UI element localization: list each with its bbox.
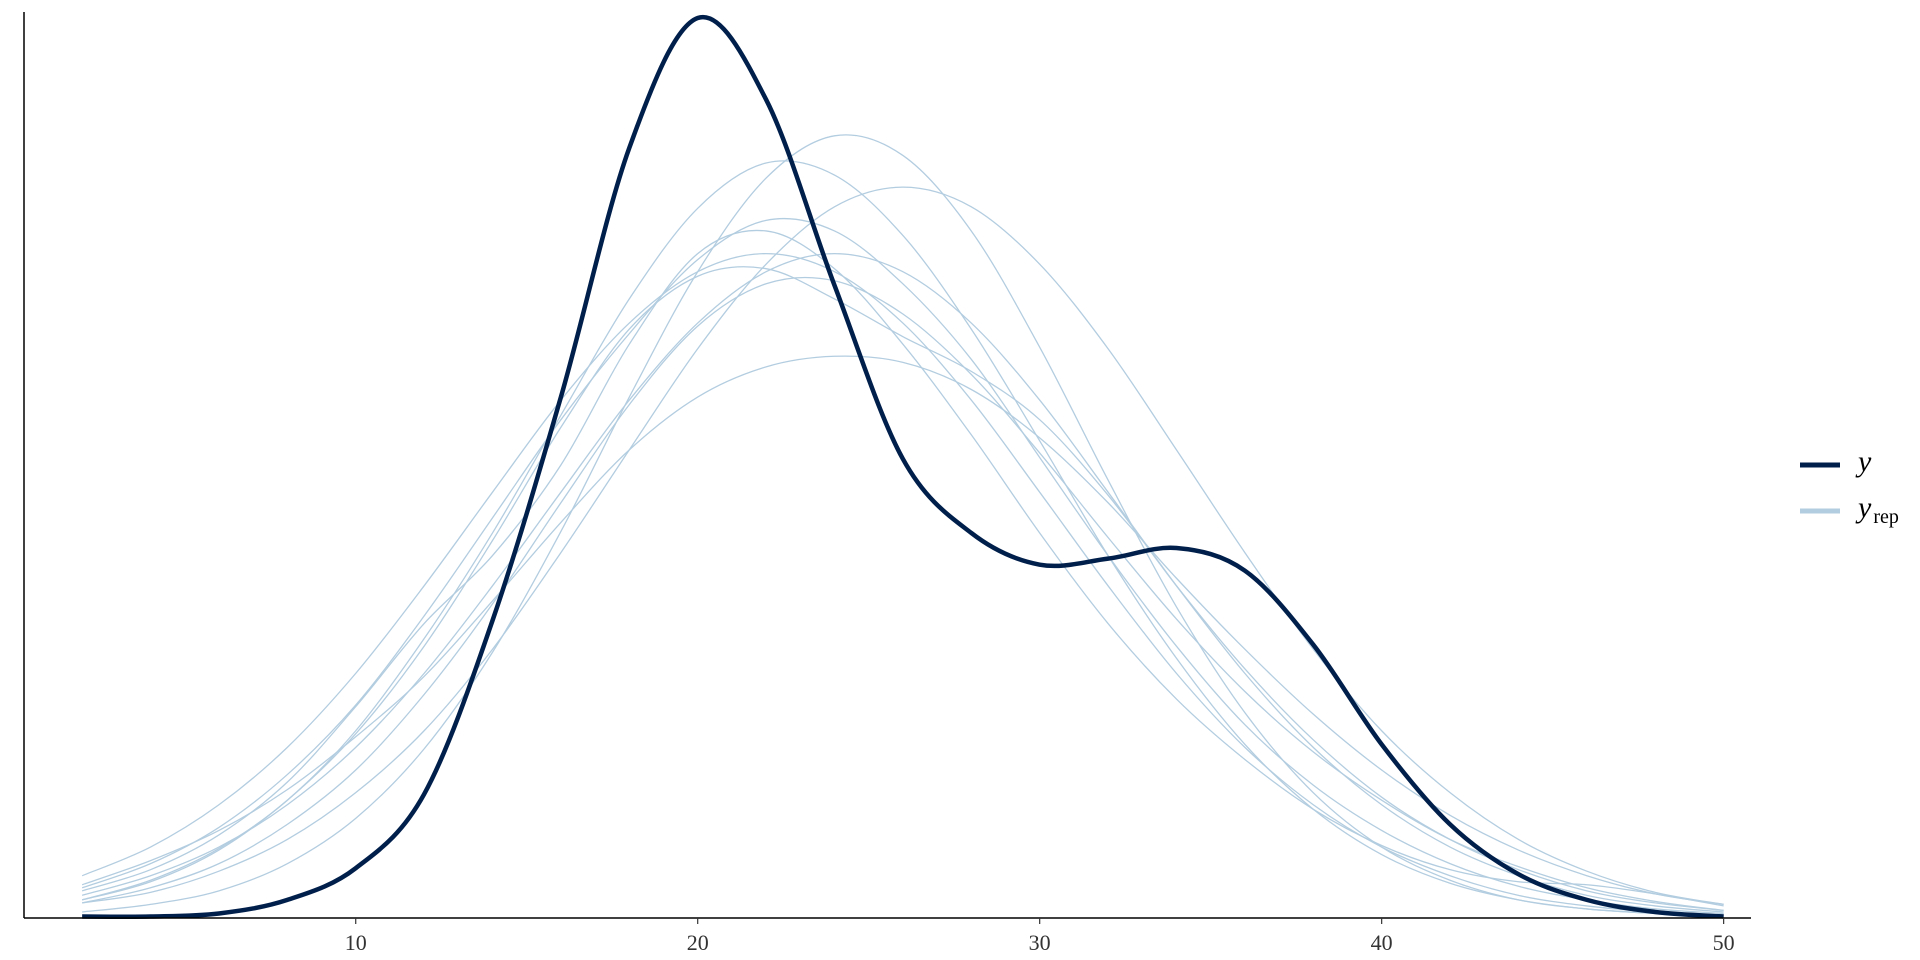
x-tick-label: 20 bbox=[687, 930, 709, 955]
legend-label-subscript: rep bbox=[1873, 506, 1899, 528]
yrep-curve bbox=[82, 134, 1724, 918]
x-tick-label: 30 bbox=[1029, 930, 1051, 955]
plot-area bbox=[81, 14, 1724, 919]
yrep-curve bbox=[81, 252, 1724, 916]
yrep-curve bbox=[81, 160, 1724, 918]
yrep-curve bbox=[81, 229, 1724, 907]
x-tick-label: 50 bbox=[1713, 930, 1735, 955]
legend-label: y rep bbox=[1855, 491, 1899, 528]
yrep-curve bbox=[81, 355, 1724, 906]
yrep-curve bbox=[81, 217, 1724, 915]
y-curve bbox=[82, 14, 1724, 919]
legend-label: y bbox=[1855, 445, 1872, 478]
legend-label-main: y bbox=[1855, 491, 1872, 524]
yrep-curve bbox=[82, 186, 1724, 906]
yrep-curve bbox=[81, 252, 1724, 913]
x-tick-label: 40 bbox=[1371, 930, 1393, 955]
yrep-curve bbox=[81, 276, 1724, 912]
x-tick-label: 10 bbox=[345, 930, 367, 955]
